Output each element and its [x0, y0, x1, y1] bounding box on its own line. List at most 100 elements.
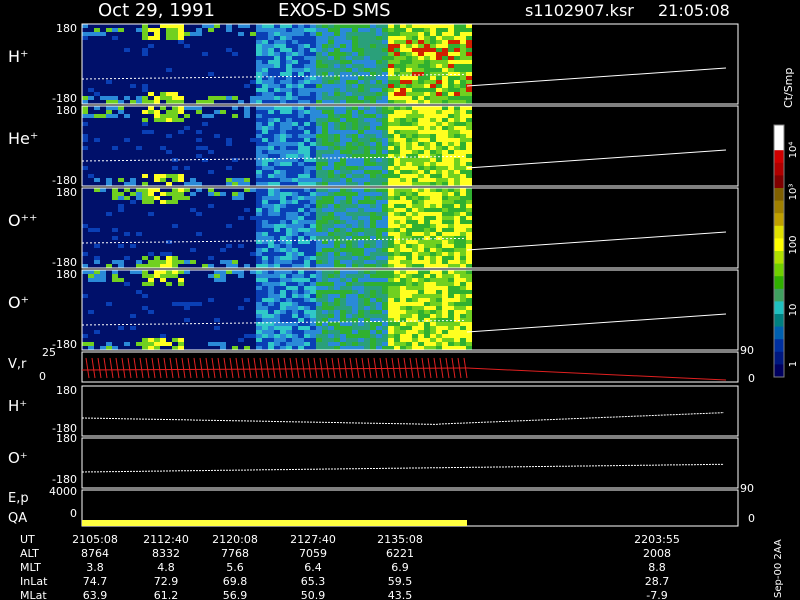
spectrogram-cell — [406, 220, 412, 224]
spectrogram-cell — [328, 126, 334, 130]
vr-velocity-spike — [115, 357, 120, 379]
spectrogram-cell — [334, 88, 340, 92]
spectrogram-cell — [172, 92, 178, 96]
spectrogram-cell — [286, 310, 292, 314]
spectrogram-cell — [310, 122, 316, 126]
spectrogram-cell — [322, 166, 328, 170]
spectrogram-cell — [256, 96, 262, 100]
spectrogram-cell — [436, 248, 442, 252]
spectrogram-cell — [400, 240, 406, 244]
spectrogram-cell — [304, 106, 310, 110]
spectrogram-cell — [364, 64, 370, 68]
spectrogram-cell — [292, 252, 298, 256]
spectrogram-cell — [274, 298, 280, 302]
spectrogram-cell — [292, 154, 298, 158]
spectrogram-cell — [388, 48, 394, 52]
ephemeris-value: 50.9 — [301, 589, 326, 600]
spectrogram-cell — [376, 282, 382, 286]
spectrogram-cell — [406, 146, 412, 150]
spectrogram-cell — [112, 146, 118, 150]
spectrogram-cell — [286, 96, 292, 100]
spectrogram-cell — [454, 278, 460, 282]
spectrogram-cell — [376, 264, 382, 268]
spectrogram-cell — [148, 188, 154, 192]
spectrogram-cell — [466, 236, 472, 240]
spectrogram-cell — [430, 72, 436, 76]
spectrogram-cell — [142, 122, 148, 126]
spectrogram-cell — [412, 178, 418, 182]
spectrogram-cell — [394, 314, 400, 318]
spectrogram-cell — [280, 60, 286, 64]
spectrogram-cell — [358, 310, 364, 314]
spectrogram-cell — [454, 60, 460, 64]
spectrogram-cell — [310, 200, 316, 204]
spectrogram-cell — [112, 28, 118, 32]
spectrogram-cell — [310, 346, 316, 350]
spectrogram-cell — [190, 302, 196, 306]
spectrogram-cell — [364, 240, 370, 244]
spectrogram-cell — [442, 248, 448, 252]
spectrogram-cell — [418, 322, 424, 326]
spectrogram-cell — [286, 110, 292, 114]
spectrogram-cell — [400, 212, 406, 216]
spectrogram-cell — [142, 36, 148, 40]
spectrogram-panel-4: O⁺180-180 — [8, 268, 739, 351]
spectrogram-cell — [448, 158, 454, 162]
spectrogram-cell — [340, 244, 346, 248]
spectrogram-cell — [436, 174, 442, 178]
spectrogram-cell — [310, 216, 316, 220]
spectrogram-cell — [418, 338, 424, 342]
spectrogram-cell — [442, 274, 448, 278]
spectrogram-cell — [424, 248, 430, 252]
spectrogram-cell — [352, 76, 358, 80]
spectrogram-cell — [334, 122, 340, 126]
spectrogram-cell — [412, 64, 418, 68]
spectrogram-cell — [448, 330, 454, 334]
spectrogram-cell — [334, 60, 340, 64]
spectrogram-cell — [448, 48, 454, 52]
spectrogram-cell — [172, 274, 178, 278]
spectrogram-cell — [250, 252, 256, 256]
spectrogram-cell — [430, 88, 436, 92]
spectrogram-cell — [334, 84, 340, 88]
spectrogram-cell — [274, 106, 280, 110]
spectrogram-cell — [280, 274, 286, 278]
spectrogram-cell — [466, 278, 472, 282]
spectrogram-cell — [262, 24, 268, 28]
spectrogram-cell — [274, 174, 280, 178]
spectrogram-cell — [244, 334, 250, 338]
spectrogram-cell — [316, 216, 322, 220]
spectrogram-cell — [130, 314, 136, 318]
spectrogram-cell — [382, 314, 388, 318]
spectrogram-cell — [310, 92, 316, 96]
spectrogram-cell — [358, 170, 364, 174]
spectrogram-cell — [388, 306, 394, 310]
spectrogram-cell — [412, 342, 418, 346]
spectrogram-cell — [256, 200, 262, 204]
spectrogram-cell — [298, 122, 304, 126]
spectrogram-cell — [436, 256, 442, 260]
spectrogram-cell — [262, 290, 268, 294]
spectrogram-cell — [412, 44, 418, 48]
spectrogram-cell — [352, 114, 358, 118]
spectrogram-cell — [82, 24, 88, 28]
spectrogram-cell — [454, 220, 460, 224]
spectrogram-cell — [460, 88, 466, 92]
spectrogram-cell — [298, 110, 304, 114]
spectrogram-cell — [382, 76, 388, 80]
spectrogram-cell — [292, 244, 298, 248]
spectrogram-cell — [412, 278, 418, 282]
spectrogram-cell — [406, 270, 412, 274]
spectrogram-cell — [406, 196, 412, 200]
spectrogram-cell — [370, 334, 376, 338]
spectrogram-cell — [136, 196, 142, 200]
spectrogram-cell — [316, 256, 322, 260]
spectrogram-cell — [370, 28, 376, 32]
spectrogram-cell — [244, 110, 250, 114]
spectrogram-cell — [376, 306, 382, 310]
spectrogram-cell — [274, 52, 280, 56]
spectrogram-cell — [334, 24, 340, 28]
spectrogram-cell — [400, 334, 406, 338]
spectrogram-cell — [172, 346, 178, 350]
spectrogram-cell — [334, 260, 340, 264]
